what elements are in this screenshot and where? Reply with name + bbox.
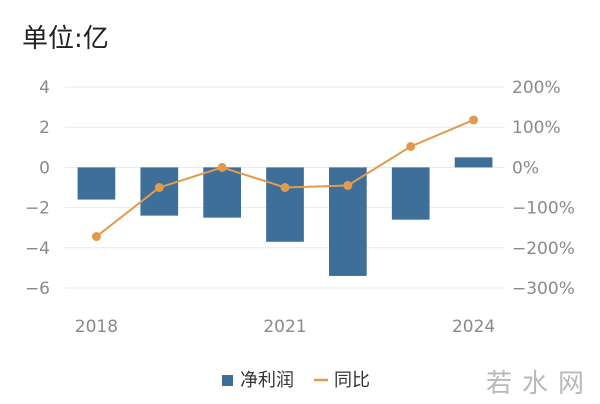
x-tick-label: 2018 (75, 317, 118, 337)
point-2021 (280, 183, 290, 192)
point-2018 (91, 232, 101, 242)
y-left-tick-label: 0 (39, 158, 50, 178)
y-right-tick-label: 0% (512, 158, 539, 178)
y-left-tick-label: −4 (25, 239, 50, 259)
y-left-tick-label: −6 (25, 279, 50, 299)
y-right-tick-label: −200% (512, 239, 575, 259)
point-2020 (217, 162, 227, 172)
bar-2023 (391, 167, 430, 220)
legend-bar-swatch (222, 375, 233, 386)
y-right-tick-label: 100% (512, 118, 561, 138)
legend: 净利润 同比 (222, 370, 370, 391)
y-axis-right: 200% 100% 0% −100% −200% −300% (512, 78, 575, 299)
point-2019 (154, 183, 164, 192)
x-tick-label: 2024 (452, 317, 495, 337)
x-axis: 2018 2021 2024 (75, 317, 495, 337)
chart-title: 单位:亿 (22, 24, 109, 54)
watermark: 若水网 (486, 369, 594, 399)
y-right-tick-label: −300% (512, 279, 575, 299)
bar-2020 (203, 167, 241, 218)
y-left-tick-label: 4 (39, 78, 50, 98)
bar-2018 (77, 167, 116, 200)
point-2022 (343, 180, 353, 190)
point-2023 (406, 141, 416, 151)
bar-2024 (454, 157, 493, 168)
y-left-tick-label: −2 (25, 199, 50, 219)
legend-label: 净利润 (240, 370, 294, 391)
x-tick-label: 2021 (263, 317, 306, 337)
point-2024 (469, 115, 479, 125)
y-right-tick-label: 200% (512, 78, 561, 98)
bar-2021 (266, 167, 304, 242)
y-left-tick-label: 2 (39, 118, 50, 138)
y-right-tick-label: −100% (512, 199, 575, 219)
y-axis-left: 4 2 0 −2 −4 −6 (25, 78, 50, 299)
bar-series (77, 157, 493, 276)
line-series (91, 115, 479, 242)
legend-label: 同比 (334, 370, 370, 391)
